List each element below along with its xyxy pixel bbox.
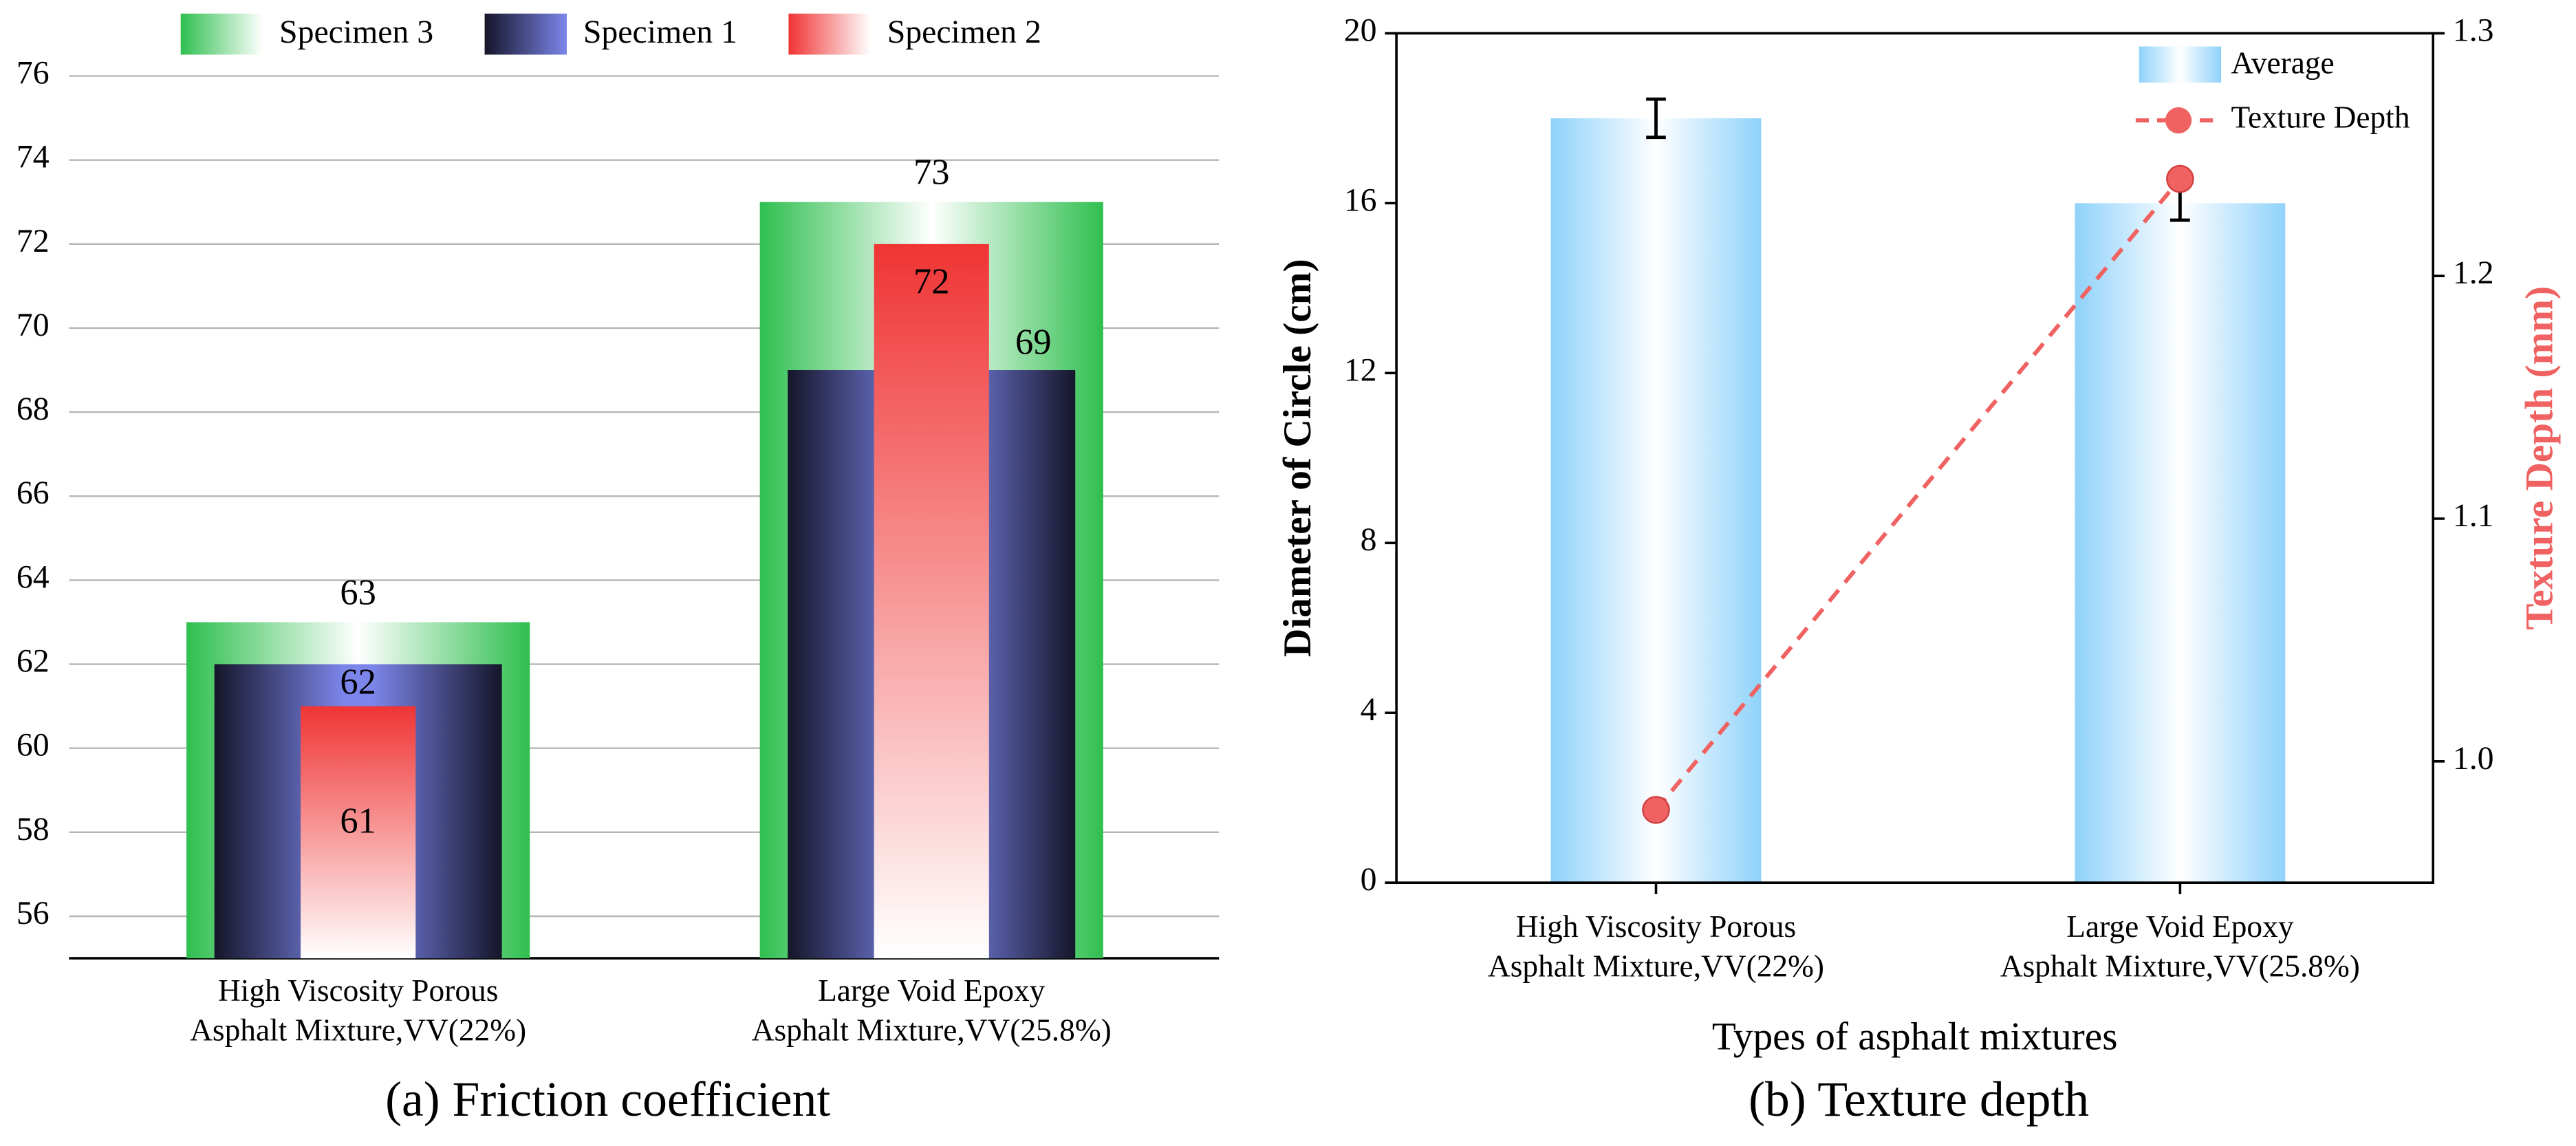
x-tick-label-box: Large Void Epoxy Asphalt Mixture,VV(25.8…: [751, 974, 1112, 1049]
value-label: 69: [1015, 322, 1052, 362]
y-tick-label: 62: [17, 643, 50, 680]
y-tick-label: 66: [17, 475, 50, 511]
x-axis-title: Types of asphalt mixtures: [1712, 1015, 2118, 1059]
x-tick-label: Large Void Epoxy Asphalt Mixture,VV(25.8…: [2000, 910, 2360, 985]
caption: (a) Friction coefficient: [385, 1072, 830, 1127]
value-label: 72: [913, 262, 950, 302]
y2-tick-label: 1.2: [2453, 255, 2494, 291]
legend-label: Average: [2231, 46, 2334, 80]
y2-tick-label: 1.0: [2453, 740, 2494, 777]
bar: [874, 244, 989, 959]
y-tick-label: 64: [17, 559, 50, 595]
value-label: 63: [340, 572, 376, 612]
y-tick-label: 56: [17, 895, 50, 931]
y-tick-label: 76: [17, 54, 50, 91]
legend-swatch: [484, 13, 567, 55]
legend-swatch: [2139, 46, 2222, 83]
x-tick-label: High Viscosity Porous Asphalt Mixture,VV…: [190, 974, 527, 1049]
legend-label: Specimen 1: [583, 14, 737, 50]
line: [1654, 177, 2182, 812]
legend-swatch: [788, 13, 871, 55]
value-label: 62: [340, 662, 376, 702]
y-tick-label: 70: [17, 307, 50, 343]
y-tick-label: 8: [1361, 521, 1377, 558]
bar: [2075, 203, 2286, 883]
y-axis-title: Diameter of Circle (cm): [1276, 259, 1319, 657]
legend-label: Texture Depth: [2231, 100, 2410, 134]
legend-label: Specimen 2: [887, 14, 1041, 50]
point: [1642, 796, 1670, 824]
bar: [1550, 118, 1762, 883]
x-tick-label-box: High Viscosity Porous Asphalt Mixture,VV…: [1487, 910, 1825, 985]
x-tick-label-box: Large Void Epoxy Asphalt Mixture,VV(25.8…: [2000, 910, 2360, 985]
y-tick-label: 68: [17, 391, 50, 427]
legend-swatch: [180, 13, 263, 55]
y-tick-label: 12: [1344, 352, 1377, 388]
x-tick-label-box: High Viscosity Porous Asphalt Mixture,VV…: [190, 974, 527, 1049]
y-tick-label: 74: [17, 139, 50, 175]
value-label: 73: [913, 153, 950, 193]
point: [2166, 164, 2194, 193]
y-tick-label: 20: [1344, 12, 1377, 48]
y-tick-label: 16: [1344, 182, 1377, 218]
y2-tick-label: 1.1: [2453, 497, 2494, 534]
caption: (b) Texture depth: [1749, 1072, 2089, 1127]
y-tick-label: 4: [1361, 691, 1377, 728]
y-tick-label: 58: [17, 811, 50, 847]
x-tick-label: High Viscosity Porous Asphalt Mixture,VV…: [1487, 910, 1825, 985]
bar: [301, 706, 416, 959]
x-tick-label: Large Void Epoxy Asphalt Mixture,VV(25.8…: [751, 974, 1112, 1049]
y-tick-label: 0: [1361, 861, 1377, 898]
y2-tick-label: 1.3: [2453, 12, 2494, 48]
y2-axis-title: Texture Depth (mm): [2518, 286, 2561, 630]
y-tick-label: 60: [17, 727, 50, 764]
error-bar: [1646, 97, 1666, 140]
frame: [1395, 32, 2435, 885]
legend-label: Specimen 3: [279, 14, 433, 50]
y-tick-label: 72: [17, 223, 50, 259]
value-label: 61: [340, 801, 376, 841]
legend-marker: [2165, 107, 2192, 134]
